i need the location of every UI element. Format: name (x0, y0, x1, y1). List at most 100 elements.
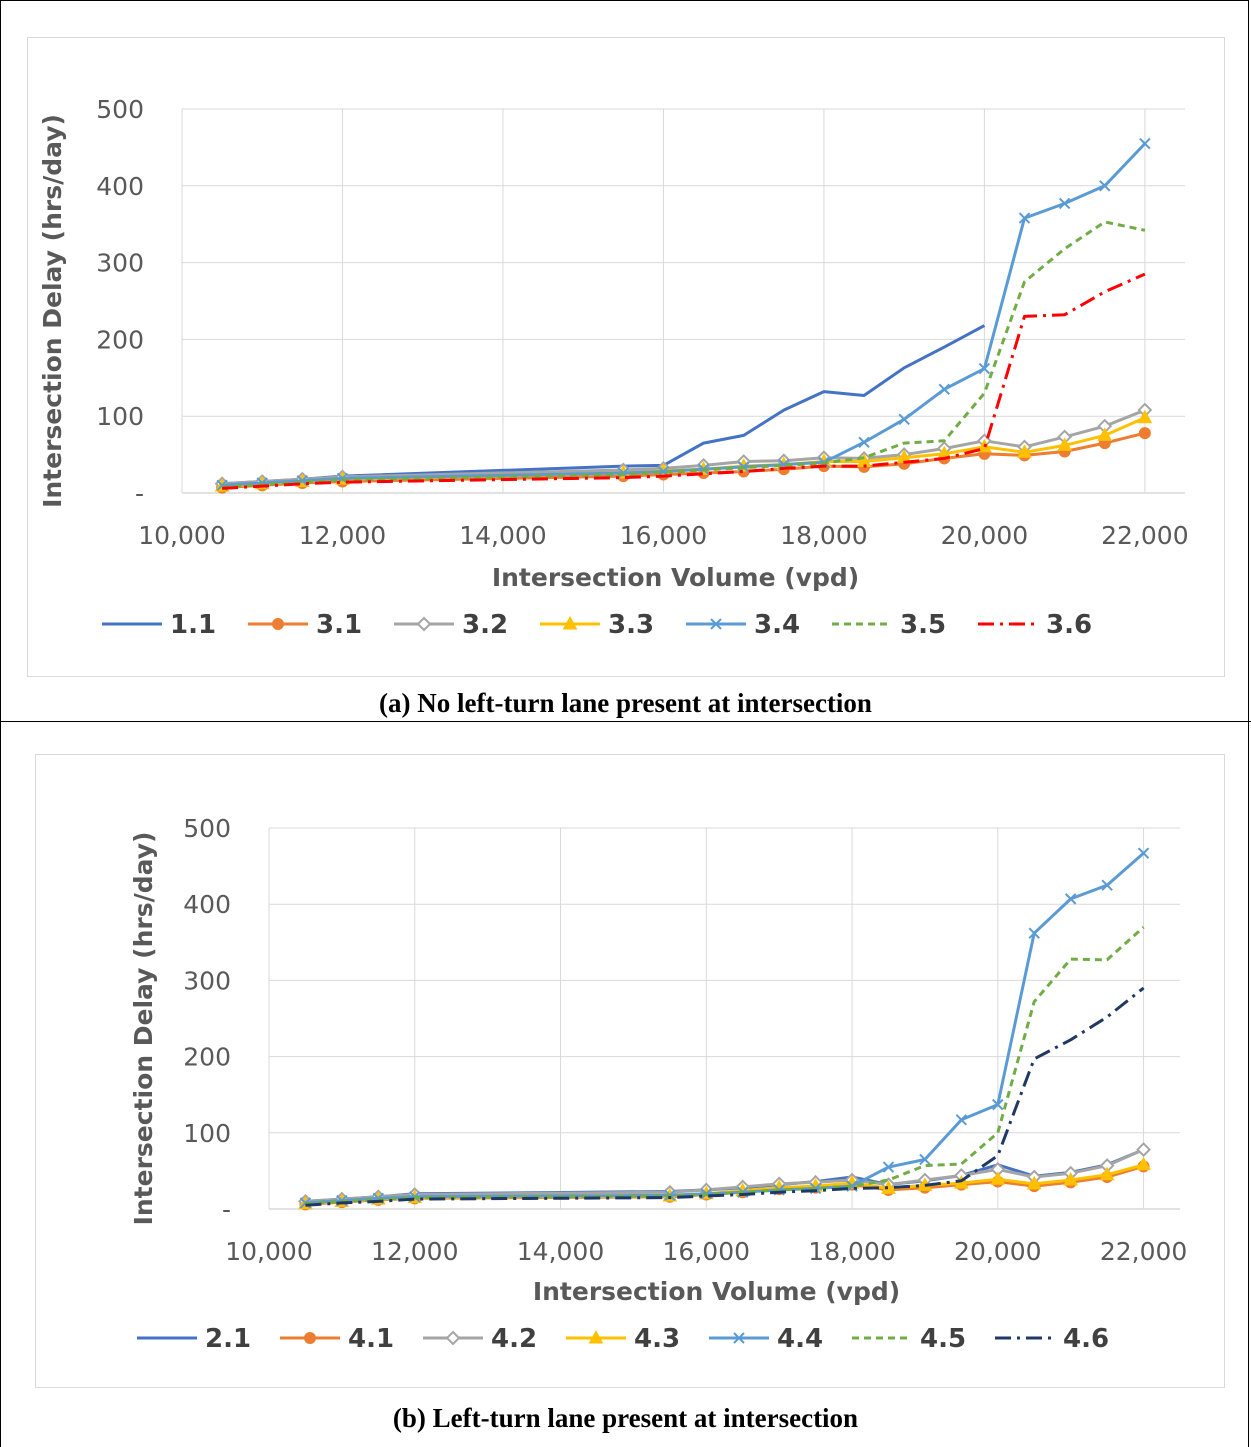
x-tick-label: 12,000 (371, 1237, 458, 1266)
x-tick-label: 18,000 (808, 1237, 895, 1266)
legend-label: 3.2 (462, 610, 508, 640)
x-tick-label: 14,000 (459, 521, 546, 550)
y-tick-label: 400 (183, 890, 231, 919)
y-tick-label: 500 (96, 95, 144, 124)
x-tick-label: 10,000 (138, 521, 225, 550)
legend-label: 1.1 (170, 610, 216, 640)
x-tick-label: 14,000 (517, 1237, 604, 1266)
data-point (1058, 197, 1071, 210)
y-tick-label: 400 (96, 172, 144, 201)
legend-item-3.2: 3.2 (394, 610, 508, 640)
legend-marker (416, 616, 432, 632)
legend-marker (272, 618, 284, 630)
legend-item-1.1: 1.1 (102, 610, 216, 640)
x-axis-title: Intersection Volume (vpd) (492, 563, 859, 592)
data-point (898, 413, 910, 425)
data-point (1099, 180, 1111, 192)
data-point (1139, 137, 1151, 150)
data-point (1099, 1166, 1115, 1181)
data-point (1097, 427, 1113, 441)
legend-marker (588, 1329, 604, 1344)
legend-item-4.3: 4.3 (566, 1324, 680, 1354)
caption-panel-b: (b) Left-turn lane present at intersecti… (392, 1403, 859, 1433)
legend-label: 4.1 (348, 1324, 394, 1354)
y-axis-title: Intersection Delay (hrs/day) (38, 114, 67, 508)
series-line (305, 986, 1145, 1207)
series-4.6 (305, 986, 1145, 1207)
chart-panel-a: - 100 200 300 400 500 10,000 12,000 14,000 16,000… (27, 37, 1225, 677)
legend-marker (562, 615, 578, 630)
data-point (1138, 427, 1151, 440)
legend-item-3.3: 3.3 (540, 610, 654, 640)
legend-label: 4.3 (634, 1324, 680, 1354)
panel-divider (0, 721, 1251, 722)
y-tick-label: 500 (183, 814, 231, 843)
series-line (222, 272, 1146, 490)
legend-item-4.2: 4.2 (423, 1324, 537, 1354)
legend-item-4.6: 4.6 (995, 1324, 1109, 1354)
legend: 1.1 3.1 3.2 3.3 3.4 3.5 3.6 (102, 610, 1092, 640)
x-tick-label: 18,000 (780, 521, 867, 550)
legend-label: 4.6 (1063, 1324, 1109, 1354)
x-tick-label: 16,000 (663, 1237, 750, 1266)
x-tick-label: 20,000 (941, 521, 1028, 550)
data-point (1101, 879, 1113, 891)
data-point (1064, 893, 1077, 905)
data-point (1136, 1156, 1151, 1171)
data-point (1137, 847, 1150, 859)
data-point (1136, 1142, 1151, 1157)
data-point (938, 383, 950, 396)
series-4.5 (305, 925, 1145, 1206)
legend-item-4.1: 4.1 (280, 1324, 394, 1354)
data-point (992, 1098, 1004, 1111)
y-tick-label: - (135, 479, 144, 508)
legend-label: 3.4 (754, 610, 800, 640)
chart-border (27, 37, 1225, 677)
data-point (955, 1114, 968, 1126)
legend-label: 3.3 (608, 610, 654, 640)
y-tick-label: - (222, 1195, 231, 1224)
x-tick-label: 12,000 (299, 521, 386, 550)
data-point (919, 1153, 931, 1166)
y-tick-label: 200 (183, 1043, 231, 1072)
x-tick-label: 22,000 (1101, 521, 1188, 550)
legend-label: 4.2 (491, 1324, 537, 1354)
data-point (1017, 444, 1032, 458)
legend-label: 2.1 (205, 1324, 251, 1354)
legend-item-3.1: 3.1 (248, 610, 362, 640)
data-point (1063, 1171, 1079, 1186)
series-line (222, 220, 1146, 489)
x-tick-label: 22,000 (1100, 1237, 1187, 1266)
x-tick-label: 20,000 (954, 1237, 1041, 1266)
y-axis-title: Intersection Delay (hrs/day) (129, 832, 158, 1226)
data-point (990, 1171, 1006, 1185)
y-tick-label: 100 (96, 402, 144, 431)
legend-item-4.4: 4.4 (709, 1324, 823, 1354)
legend-marker (445, 1330, 461, 1346)
series-3.6 (222, 272, 1146, 490)
legend-label: 3.5 (900, 610, 946, 640)
legend-marker (710, 618, 722, 630)
legend-item-3.6: 3.6 (978, 610, 1092, 640)
x-tick-label: 10,000 (225, 1237, 312, 1266)
y-tick-label: 100 (183, 1119, 231, 1148)
legend-marker (733, 1332, 745, 1344)
legend-label: 4.5 (920, 1324, 966, 1354)
data-point (882, 1161, 895, 1173)
data-point (1018, 212, 1031, 224)
legend-item-3.5: 3.5 (832, 610, 946, 640)
data-point (858, 436, 870, 449)
legend-label: 3.6 (1046, 610, 1092, 640)
data-point (1137, 409, 1153, 424)
y-tick-label: 200 (96, 325, 144, 354)
chart-panel-b: - 100 200 300 400 500 10,000 12,000 14,000 16,000… (35, 754, 1225, 1388)
legend-item-3.4: 3.4 (686, 610, 800, 640)
series-line (305, 925, 1145, 1206)
chart-border (35, 754, 1225, 1388)
legend-item-4.5: 4.5 (852, 1324, 966, 1354)
x-tick-label: 16,000 (620, 521, 707, 550)
data-point (1057, 437, 1072, 451)
legend-item-2.1: 2.1 (137, 1324, 251, 1354)
data-point (978, 362, 991, 375)
